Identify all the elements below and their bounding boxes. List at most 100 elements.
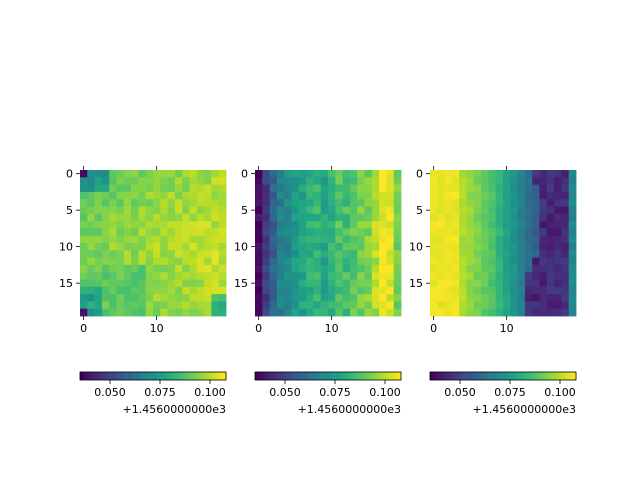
heatmap-cell	[109, 294, 117, 302]
heatmap-cell	[284, 301, 292, 310]
colorbar-segment	[143, 372, 147, 380]
heatmap-cell	[517, 213, 526, 222]
heatmap-cell	[262, 184, 270, 193]
heatmap-cell	[466, 279, 475, 288]
heatmap-cell	[473, 308, 482, 317]
heatmap-cell	[430, 243, 438, 251]
heatmap-cell	[276, 264, 285, 273]
heatmap-cell	[379, 243, 387, 251]
heatmap-cell	[342, 184, 351, 193]
heatmap-cell	[364, 170, 373, 178]
heatmap-cell	[291, 301, 300, 310]
heatmap-cell	[284, 213, 292, 222]
heatmap-cell	[546, 221, 555, 229]
heatmap-cell	[393, 294, 402, 302]
heatmap-cell	[546, 199, 555, 207]
heatmap-cell	[488, 272, 497, 280]
heatmap-cell	[306, 235, 314, 244]
heatmap-cell	[87, 228, 95, 237]
heatmap-cell	[481, 177, 489, 185]
heatmap-cell	[532, 228, 540, 237]
heatmap-cell	[145, 170, 154, 178]
heatmap-cell	[488, 228, 497, 237]
heatmap-cell	[189, 199, 198, 207]
heatmap-cell	[211, 286, 220, 295]
heatmap-cell	[320, 235, 329, 244]
heatmap-cell	[109, 206, 117, 215]
heatmap-cell	[145, 235, 154, 244]
heatmap-cell	[276, 308, 285, 317]
heatmap-cell	[80, 250, 88, 258]
heatmap-cell	[459, 221, 467, 229]
y-tick-label: 15	[234, 277, 248, 290]
colorbar-segment	[342, 372, 346, 380]
heatmap-cell	[430, 213, 438, 222]
colorbar-segment	[369, 372, 373, 380]
heatmap-cell	[510, 286, 518, 295]
heatmap-cell	[218, 301, 227, 310]
heatmap-cell	[561, 199, 570, 207]
heatmap-cell	[430, 272, 438, 280]
colorbar-segment	[257, 372, 261, 380]
x-tick-label: 0	[430, 322, 437, 335]
heatmap-panel-middle: 0 10 0 5 10 15	[234, 166, 402, 335]
heatmap-cell	[160, 243, 168, 251]
heatmap-cell	[503, 170, 511, 178]
heatmap-cell	[546, 184, 555, 193]
heatmap-cell	[444, 279, 453, 288]
heatmap-cell	[561, 221, 570, 229]
colorbar-segment	[318, 372, 322, 380]
heatmap-cell	[379, 206, 387, 215]
heatmap-cell	[313, 286, 322, 295]
heatmap-cell	[379, 177, 387, 185]
heatmap-cell	[94, 235, 103, 244]
heatmap-cell	[123, 235, 132, 244]
heatmap-cell	[554, 279, 562, 288]
heatmap-cell	[328, 177, 336, 185]
heatmap-cell	[131, 279, 139, 288]
heatmap-cell	[109, 279, 117, 288]
heatmap-cell	[451, 243, 460, 251]
heatmap-cell	[87, 184, 95, 193]
heatmap-cell	[364, 301, 373, 310]
heatmap-cell	[488, 221, 497, 229]
heatmap-cell	[488, 191, 497, 200]
heatmap-cell	[160, 213, 168, 222]
heatmap-cell	[503, 184, 511, 193]
heatmap-cell	[94, 177, 103, 185]
heatmap-cell	[153, 301, 161, 310]
heatmap-cell	[109, 264, 117, 273]
heatmap-cell	[466, 308, 475, 317]
heatmap-cell	[430, 184, 438, 193]
heatmap-cell	[138, 279, 147, 288]
colorbar-segment	[546, 372, 550, 380]
heatmap-cell	[174, 294, 183, 302]
heatmap-cell	[393, 177, 402, 185]
heatmap-cell	[174, 308, 183, 317]
heatmap-cell	[276, 243, 285, 251]
heatmap-cell	[444, 199, 453, 207]
heatmap-cell	[335, 286, 343, 295]
heatmap-cell	[182, 257, 190, 266]
heatmap-cell	[131, 191, 139, 200]
heatmap-cell	[116, 170, 125, 178]
heatmap-cell	[131, 308, 139, 317]
heatmap-cell	[532, 199, 540, 207]
heatmap-cell	[473, 264, 482, 273]
colorbar-tick-label: 0.100	[194, 386, 226, 399]
heatmap-cell	[145, 243, 154, 251]
heatmap-cell	[204, 221, 212, 229]
heatmap-cell	[160, 264, 168, 273]
heatmap-cell	[430, 286, 438, 295]
heatmap-cell	[80, 235, 88, 244]
heatmap-cell	[87, 286, 95, 295]
heatmap-cell	[255, 294, 263, 302]
heatmap-cell	[379, 213, 387, 222]
heatmap-cell	[276, 286, 285, 295]
colorbar-segment	[126, 372, 130, 380]
heatmap-cell	[481, 279, 489, 288]
heatmap-cell	[306, 250, 314, 258]
colorbar-segment	[201, 372, 205, 380]
heatmap-cell	[94, 257, 103, 266]
heatmap-cell	[371, 257, 380, 266]
